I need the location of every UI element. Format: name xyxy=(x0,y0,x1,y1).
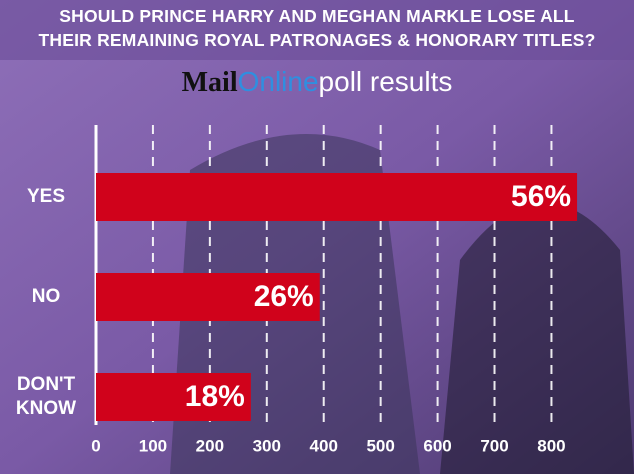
x-tick-label: 200 xyxy=(196,436,224,455)
bar xyxy=(96,173,578,221)
logo: MailOnlinepoll results xyxy=(0,66,634,99)
x-tick-label: 100 xyxy=(139,436,167,455)
category-label: DON'T KNOW xyxy=(15,374,77,419)
bar xyxy=(96,373,251,421)
x-tick-label: 400 xyxy=(310,436,338,455)
background-figure xyxy=(440,202,634,474)
data-label: 56% xyxy=(511,180,571,213)
x-tick-label: 600 xyxy=(423,436,451,455)
title-band xyxy=(0,0,634,60)
chart-title: SHOULD PRINCE HARRY AND MEGHAN MARKLE LO… xyxy=(59,6,575,26)
category-label: NO xyxy=(31,286,61,307)
logo-online: Online xyxy=(237,66,319,97)
data-label: 26% xyxy=(254,280,314,313)
data-label: 18% xyxy=(185,380,245,413)
x-tick-label: 300 xyxy=(253,436,281,455)
subtitle: poll results xyxy=(318,66,453,97)
category-label: YES xyxy=(26,186,66,207)
chart-title: THEIR REMAINING ROYAL PATRONAGES & HONOR… xyxy=(38,30,596,50)
x-tick-label: 800 xyxy=(537,436,565,455)
bar xyxy=(96,273,320,321)
x-tick-label: 0 xyxy=(91,436,100,455)
x-tick-label: 700 xyxy=(480,436,508,455)
x-tick-label: 500 xyxy=(366,436,394,455)
logo-mail: Mail xyxy=(181,67,238,98)
